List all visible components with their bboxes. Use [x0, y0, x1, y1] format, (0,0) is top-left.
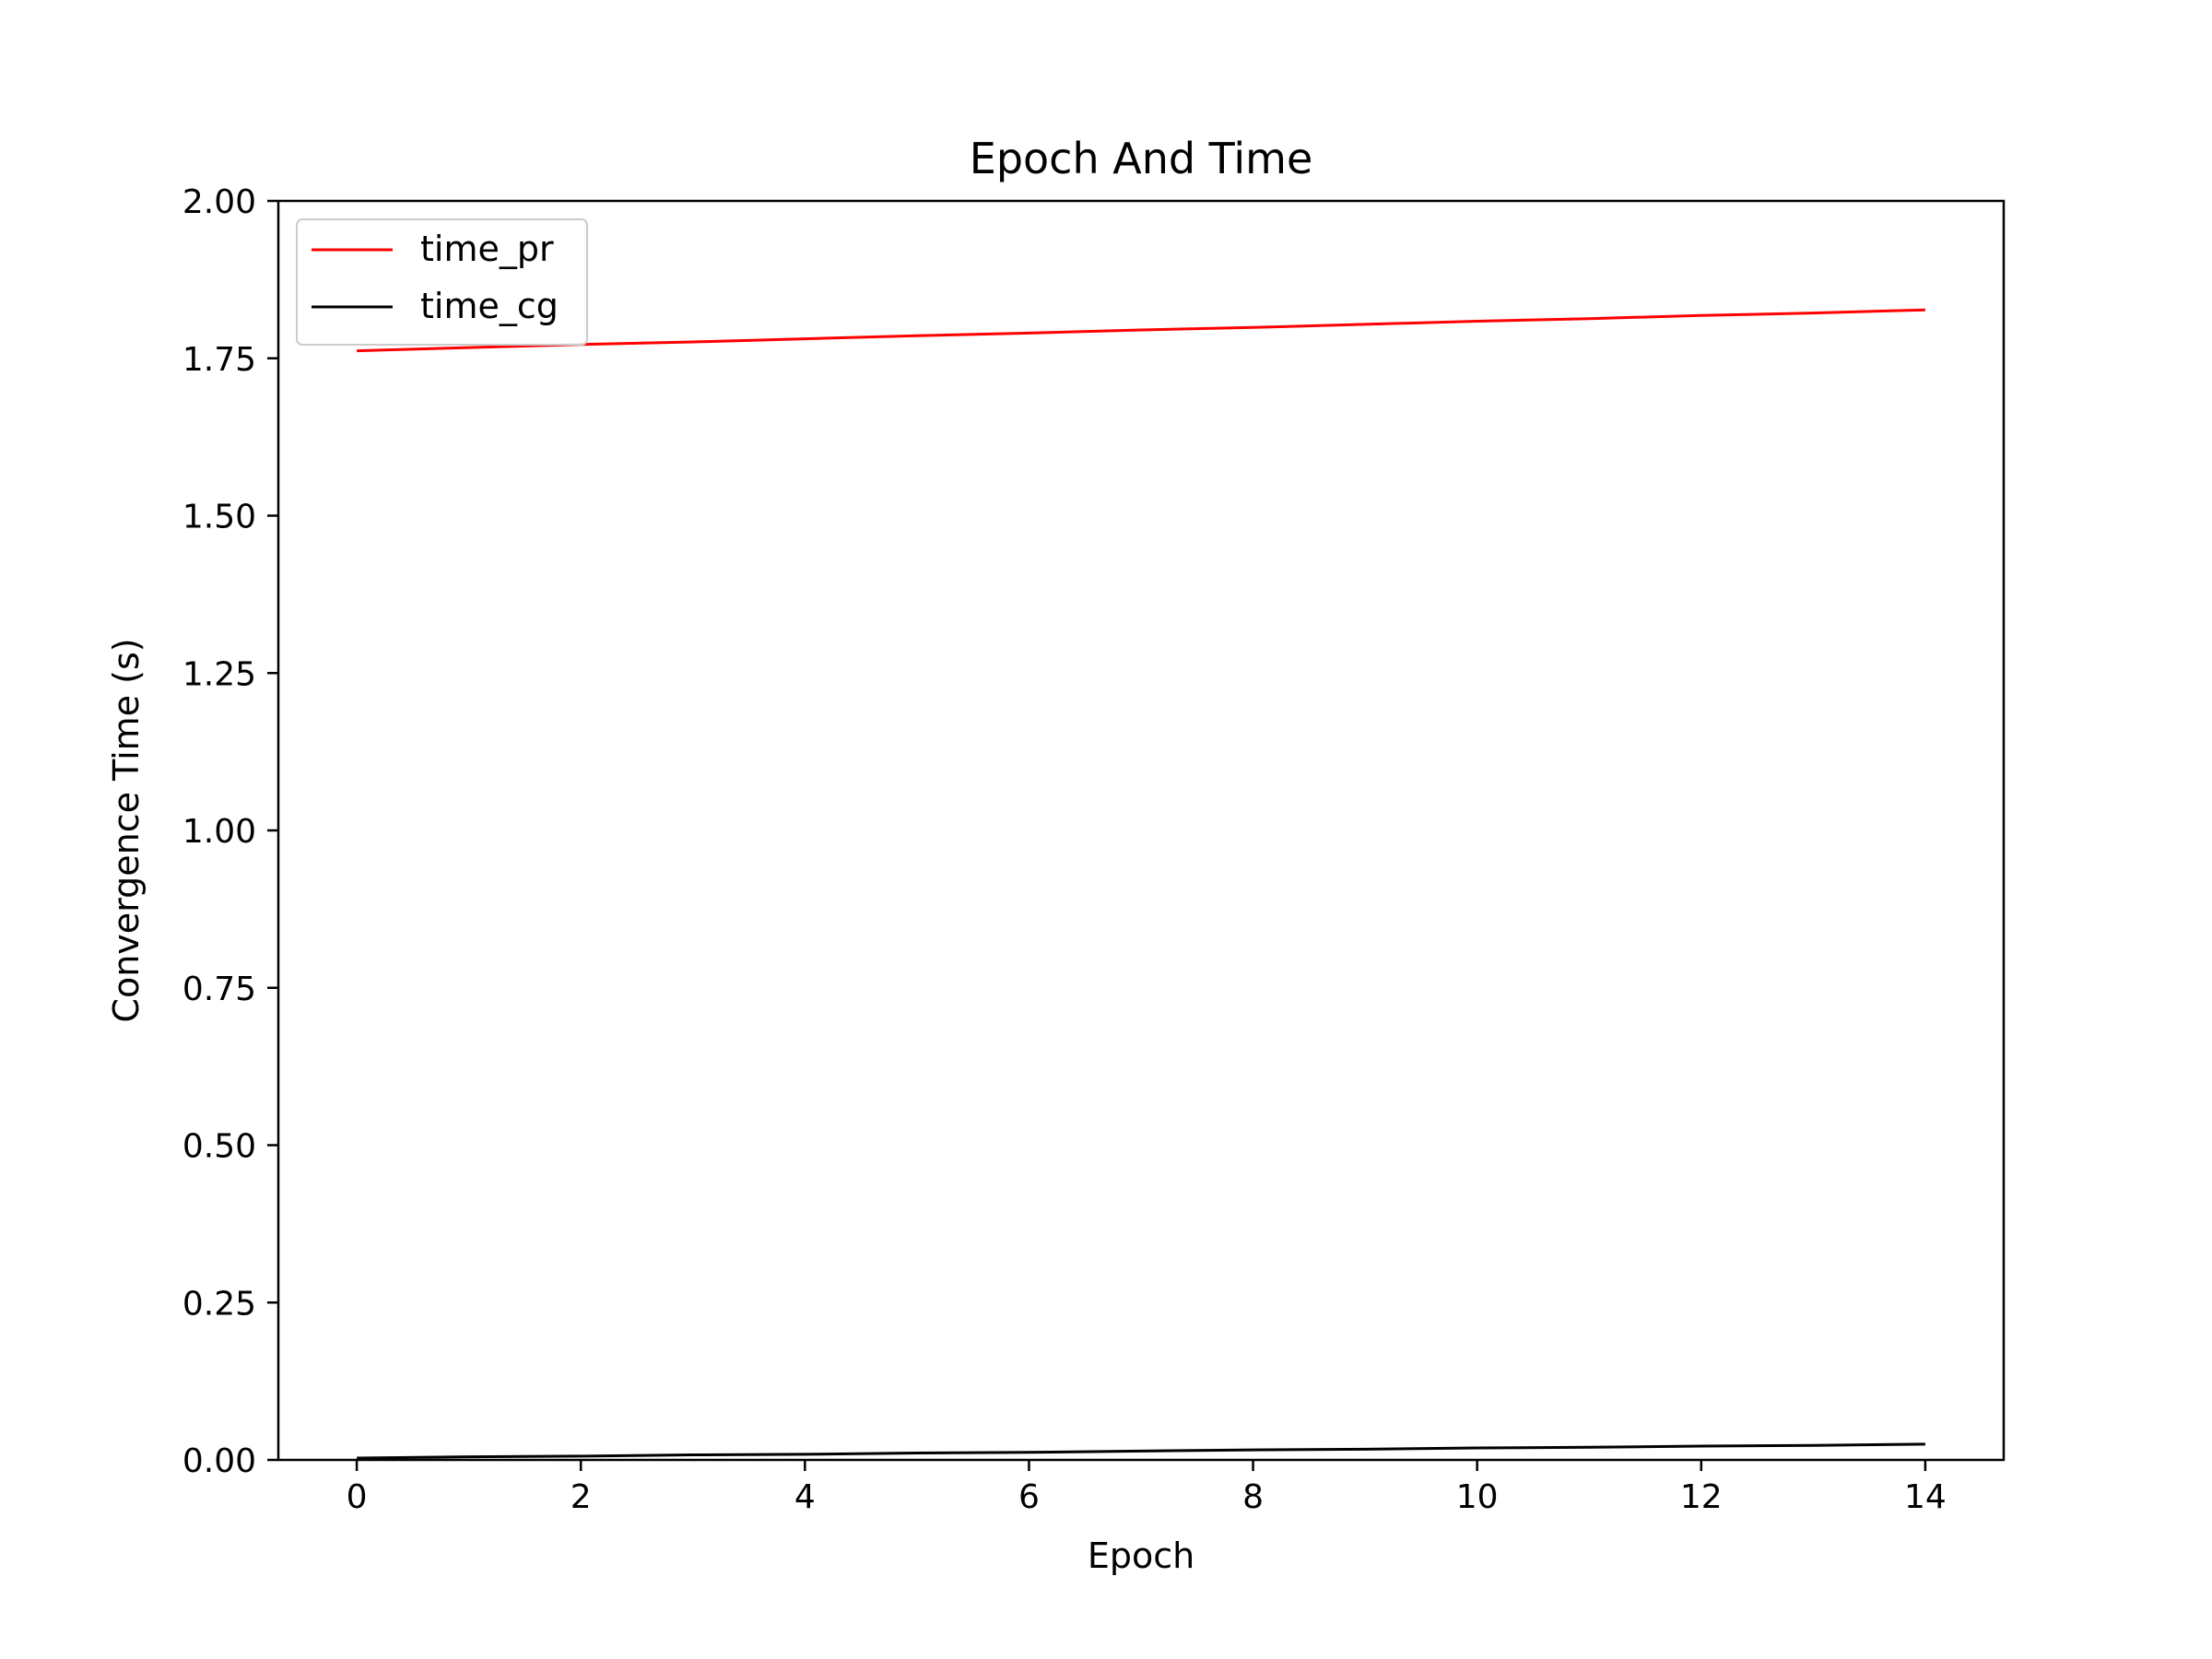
x-tick-label: 8 [1242, 1478, 1264, 1516]
x-axis-label: Epoch [1088, 1535, 1194, 1576]
x-tick-label: 6 [1018, 1478, 1040, 1516]
legend-label-time-pr: time_pr [420, 229, 554, 269]
y-tick-label: 0.75 [182, 971, 256, 1008]
legend: time_pr time_cg [296, 218, 588, 346]
x-tick-label: 4 [794, 1478, 816, 1516]
y-tick-label: 1.50 [182, 499, 256, 536]
y-tick-label: 1.25 [182, 655, 256, 693]
y-tick-label: 1.75 [182, 341, 256, 379]
plot-frame [276, 199, 2006, 1462]
chart-title: Epoch And Time [970, 134, 1313, 183]
y-tick-label: 0.00 [182, 1442, 256, 1480]
series-line-time-pr [357, 308, 1925, 353]
x-tick-label: 0 [347, 1478, 368, 1516]
y-axis: 0.00 0.25 0.50 0.75 1.00 1.25 1.50 1.75 2.00 [182, 183, 278, 1480]
y-tick-label: 0.25 [182, 1285, 256, 1323]
series-line-time-cg [357, 1442, 1925, 1460]
x-axis: 0 2 4 6 8 10 12 14 [347, 1460, 1947, 1516]
x-tick-label: 12 [1680, 1478, 1723, 1516]
plot-area [357, 308, 1925, 1460]
y-tick-label: 0.50 [182, 1128, 256, 1166]
x-tick-label: 14 [1904, 1478, 1947, 1516]
x-tick-label: 10 [1456, 1478, 1499, 1516]
legend-label-time-cg: time_cg [420, 286, 559, 326]
y-tick-label: 2.00 [182, 183, 256, 221]
y-tick-label: 1.00 [182, 813, 256, 851]
x-tick-label: 2 [571, 1478, 592, 1516]
y-axis-label: Convergence Time (s) [106, 638, 147, 1022]
